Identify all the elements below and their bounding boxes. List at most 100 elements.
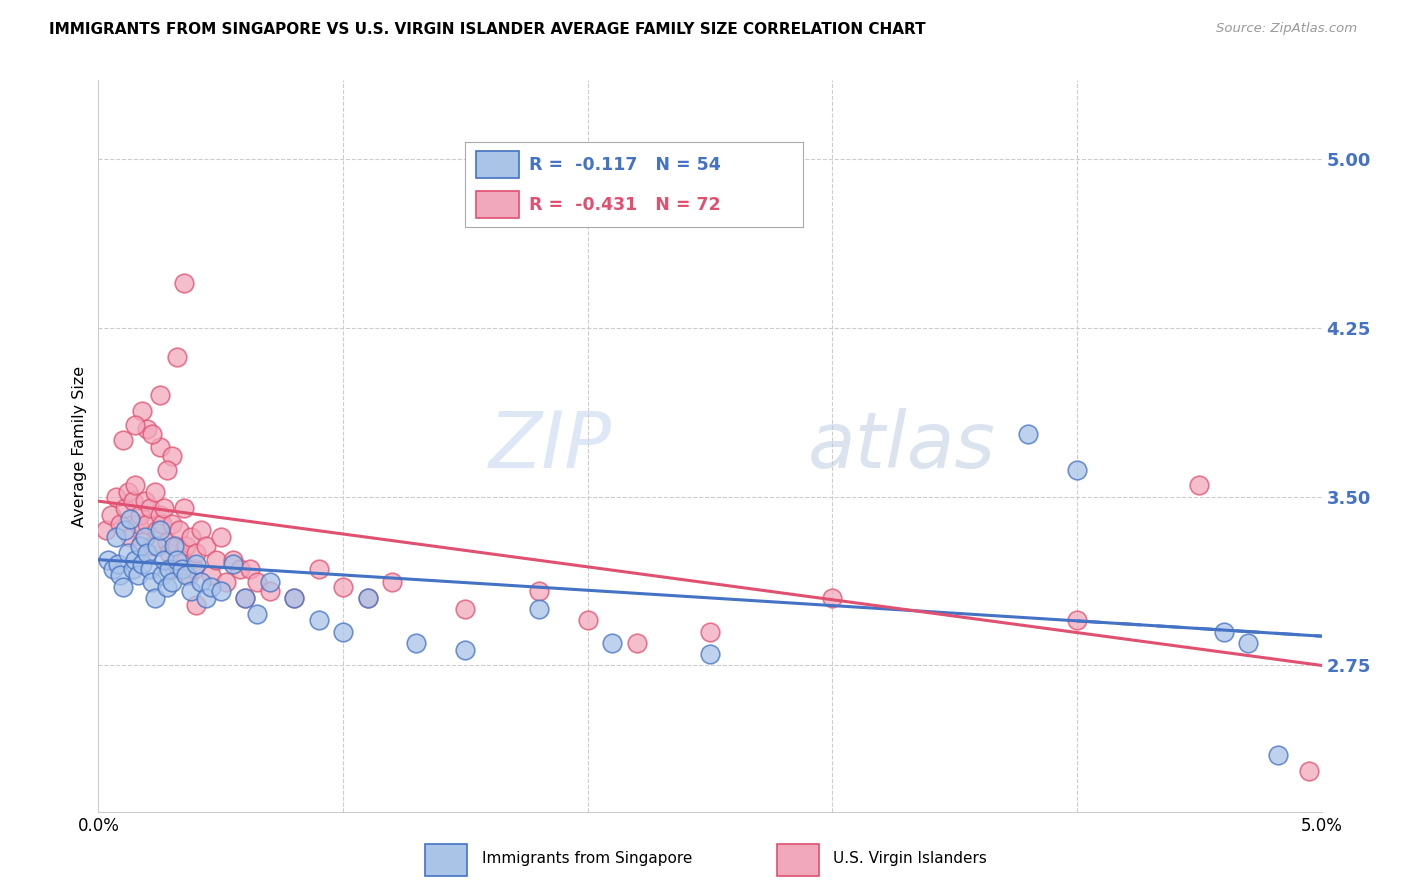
Point xyxy=(1066,462,1088,476)
Point xyxy=(139,562,162,576)
Point xyxy=(141,539,163,553)
Point xyxy=(186,598,208,612)
Point xyxy=(1212,624,1234,639)
Y-axis label: Average Family Size: Average Family Size xyxy=(72,366,87,526)
Point xyxy=(156,462,179,476)
Point xyxy=(283,591,305,605)
Point xyxy=(143,485,166,500)
Point xyxy=(180,530,202,544)
Bar xyxy=(475,151,519,178)
Point xyxy=(136,422,159,436)
Point xyxy=(283,591,305,605)
Point xyxy=(131,534,153,549)
Point xyxy=(101,562,124,576)
Point xyxy=(120,530,142,544)
Point xyxy=(356,591,378,605)
Point xyxy=(104,530,127,544)
Point xyxy=(183,562,205,576)
Point xyxy=(110,516,132,531)
Bar xyxy=(475,191,519,218)
Point xyxy=(120,512,142,526)
Point xyxy=(160,575,183,590)
Point xyxy=(190,524,212,538)
Point xyxy=(160,516,183,531)
Point xyxy=(134,530,156,544)
Point xyxy=(405,636,427,650)
Point xyxy=(111,580,134,594)
Point xyxy=(129,539,152,553)
Point xyxy=(166,350,188,364)
Point xyxy=(94,524,117,538)
Point xyxy=(166,552,188,566)
Point xyxy=(821,591,844,605)
Point xyxy=(141,426,163,441)
Point xyxy=(190,575,212,590)
Point xyxy=(124,417,146,432)
Point xyxy=(195,539,218,553)
Point xyxy=(149,440,172,454)
Point xyxy=(114,500,136,515)
Point xyxy=(153,552,176,566)
Point xyxy=(124,478,146,492)
Point xyxy=(166,539,188,553)
Point xyxy=(1267,748,1289,763)
Point xyxy=(139,500,162,515)
Text: R =  -0.117   N = 54: R = -0.117 N = 54 xyxy=(530,156,721,174)
Point xyxy=(149,388,172,402)
Point xyxy=(259,584,281,599)
Point xyxy=(209,584,232,599)
Point xyxy=(381,575,404,590)
Point xyxy=(146,539,169,553)
Bar xyxy=(778,844,820,876)
Point xyxy=(1066,614,1088,628)
Point xyxy=(180,584,202,599)
Point xyxy=(626,636,648,650)
Point xyxy=(186,557,208,571)
Point xyxy=(699,647,721,661)
Point xyxy=(332,624,354,639)
Point xyxy=(209,530,232,544)
Point xyxy=(134,494,156,508)
Point xyxy=(136,546,159,560)
Point xyxy=(576,614,599,628)
Point xyxy=(239,562,262,576)
Point xyxy=(131,557,153,571)
Point xyxy=(527,584,550,599)
Point xyxy=(1237,636,1260,650)
Point xyxy=(100,508,122,522)
Point xyxy=(222,552,245,566)
Point xyxy=(146,524,169,538)
Point xyxy=(454,642,477,657)
Point xyxy=(141,575,163,590)
Point xyxy=(117,546,139,560)
Text: R =  -0.431   N = 72: R = -0.431 N = 72 xyxy=(530,195,721,213)
Point xyxy=(200,568,222,582)
Point xyxy=(110,568,132,582)
Point xyxy=(195,591,218,605)
Point xyxy=(107,557,129,571)
Point xyxy=(143,591,166,605)
Point xyxy=(246,575,269,590)
Text: atlas: atlas xyxy=(808,408,995,484)
Text: U.S. Virgin Islanders: U.S. Virgin Islanders xyxy=(832,851,987,866)
Point xyxy=(600,636,623,650)
Text: Immigrants from Singapore: Immigrants from Singapore xyxy=(481,851,692,866)
Point xyxy=(186,546,208,560)
Point xyxy=(167,524,190,538)
Point xyxy=(163,539,186,553)
Point xyxy=(121,494,143,508)
Point xyxy=(156,580,179,594)
Point xyxy=(170,552,193,566)
Point xyxy=(173,276,195,290)
Point xyxy=(259,575,281,590)
Point xyxy=(124,552,146,566)
Point xyxy=(205,552,228,566)
Point xyxy=(136,516,159,531)
Point xyxy=(214,575,236,590)
Point xyxy=(233,591,256,605)
Point xyxy=(129,508,152,522)
Point xyxy=(114,524,136,538)
Point xyxy=(127,516,149,531)
Point xyxy=(454,602,477,616)
Point xyxy=(111,434,134,448)
